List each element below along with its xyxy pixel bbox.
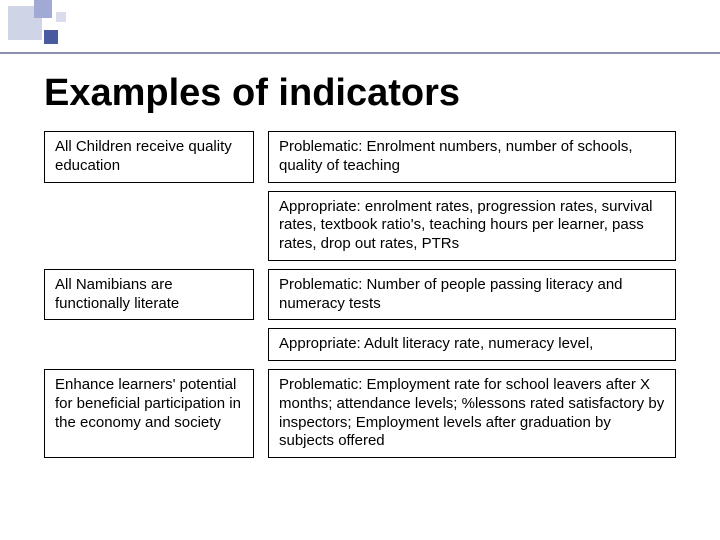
slide-content: Examples of indicators All Children rece… [44, 72, 676, 458]
corner-decoration [0, 0, 100, 60]
indicator-cell: Problematic: Enrolment numbers, number o… [268, 131, 676, 183]
empty-cell [44, 328, 254, 361]
empty-cell [44, 191, 254, 261]
deco-square [56, 12, 66, 22]
indicator-cell: Appropriate: Adult literacy rate, numera… [268, 328, 676, 361]
goal-cell: All Namibians are functionally literate [44, 269, 254, 321]
indicators-table: All Children receive quality education P… [44, 131, 676, 458]
top-divider [0, 52, 720, 54]
indicator-cell: Problematic: Number of people passing li… [268, 269, 676, 321]
indicator-cell: Problematic: Employment rate for school … [268, 369, 676, 458]
slide-title: Examples of indicators [44, 72, 676, 115]
indicator-cell: Appropriate: enrolment rates, progressio… [268, 191, 676, 261]
goal-cell: Enhance learners' potential for benefici… [44, 369, 254, 458]
deco-square [34, 0, 52, 18]
goal-cell: All Children receive quality education [44, 131, 254, 183]
deco-square [44, 30, 58, 44]
